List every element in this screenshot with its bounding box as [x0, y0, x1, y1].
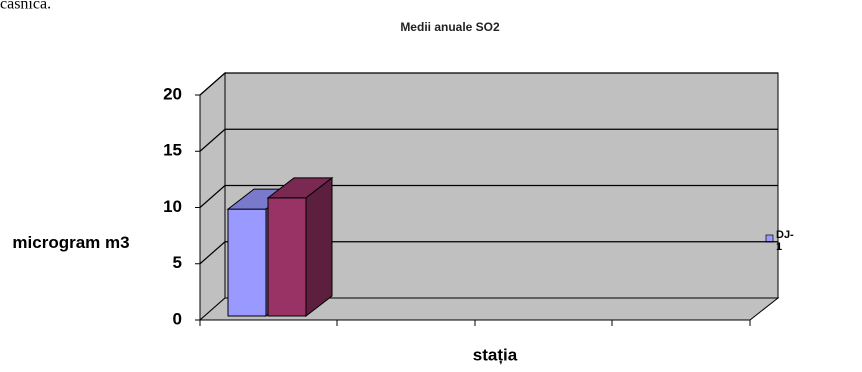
bar-front — [227, 208, 267, 317]
floor — [198, 297, 780, 321]
y-tick-label: 0 — [173, 309, 182, 328]
chart-title: Medii anuale SO2 — [400, 20, 500, 34]
legend-swatch — [765, 234, 774, 243]
grid-line — [199, 241, 778, 265]
y-tick-label: 10 — [163, 197, 182, 216]
grid-line — [199, 128, 778, 152]
x-ticks — [199, 320, 751, 326]
y-tick-label: 5 — [173, 253, 182, 272]
y-tick-label: 20 — [163, 84, 182, 103]
y-tick-label: 15 — [163, 141, 182, 160]
bar-side — [305, 176, 333, 318]
x-axis-label: stația — [473, 345, 518, 364]
legend-label: DJ-1 — [776, 229, 794, 253]
grid-line — [199, 184, 778, 208]
bar-front — [267, 197, 307, 317]
y-axis-label: microgram m3 — [12, 233, 130, 252]
grid-line — [199, 72, 778, 96]
page-text: casnica. — [0, 0, 51, 13]
